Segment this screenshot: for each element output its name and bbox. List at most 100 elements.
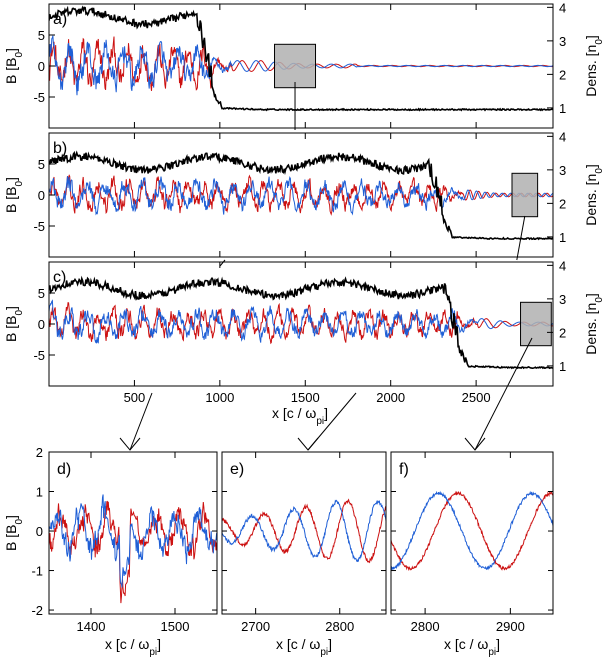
zoom-1-xlabel-main: x [c / ω [105, 636, 149, 652]
panel-1-ylabel-sub: 0 [14, 51, 25, 57]
top-xlabel-end: ] [324, 405, 328, 421]
zoom-1-bx-line [49, 500, 217, 604]
panel-1-y2label: Dens. [n0] [583, 35, 605, 97]
xtick-label: 2000 [376, 390, 405, 405]
panel-2-ytick-label: -5 [33, 219, 45, 234]
arrow-to-d-head [119, 437, 141, 451]
panel-1-ylabel: B [B0] [3, 48, 25, 84]
panel-1-label: a) [53, 11, 67, 28]
panel-2-y2label-sub: 0 [594, 168, 605, 174]
arrow-to-f [474, 337, 533, 451]
zoom-1-label: d) [57, 461, 71, 478]
zoom-3-bx-line [391, 490, 553, 572]
panel-2-zoom-box [511, 172, 539, 218]
panel-1-y2label-sub: 0 [594, 39, 605, 45]
panel-2-label: b) [53, 140, 67, 157]
panel-3-density-line [49, 275, 553, 370]
panel-2-ytick-label: 5 [38, 157, 45, 172]
xtick-label: 1500 [291, 390, 320, 405]
xtick-label: 2500 [462, 390, 491, 405]
zoom-3-xlabel: x [c / ωpi] [444, 636, 500, 657]
zoom-1-xtick-label: 1400 [77, 619, 106, 634]
zoom-1-by-line [49, 494, 217, 588]
zoom-2-xlabel: x [c / ωpi] [276, 636, 332, 657]
panel-2-plot-area [49, 150, 553, 241]
panel-1-ylabel-end: ] [3, 48, 19, 52]
panel-1-y2tick-label: 3 [559, 34, 566, 49]
zoom-f-plot-area [391, 490, 553, 572]
xtick-label: 1000 [205, 390, 234, 405]
panel-1-density-line [49, 5, 553, 112]
panel-2-y2tick-label: 1 [559, 230, 566, 245]
panel-3-label: c) [53, 269, 66, 286]
panel-2-ylabel-end: ] [3, 177, 19, 181]
zoom-1-xtick-label: 1500 [161, 619, 190, 634]
arrow-to-f-head [464, 437, 486, 451]
panel-2-by-line [49, 175, 553, 216]
panel-3-ylabel: B [B0] [3, 306, 25, 342]
zoom-3-label: f) [399, 461, 409, 478]
zoom-3-xlabel-main: x [c / ω [444, 636, 488, 652]
panel-1-y2tick-label: 2 [559, 67, 566, 82]
panel-3-by-line [49, 299, 553, 344]
panel-1-ylabel-main: B [B [3, 57, 19, 83]
panel-3-plot-area [49, 275, 553, 370]
zoom-ytick-label: 0 [36, 524, 43, 539]
zoom-ytick-label: 1 [36, 485, 43, 500]
zoom-2-xtick-label: 2700 [241, 619, 270, 634]
zoom-ylabel-main: B [B [3, 524, 19, 550]
panel-3-y2label-sub: 0 [594, 297, 605, 303]
zoom-ytick-label: -1 [31, 564, 43, 579]
zoom-d-plot-area [49, 494, 217, 604]
zoom-3-xlabel-end: ] [496, 636, 500, 652]
arrow-to-d [129, 392, 153, 451]
panel-3-ylabel-main: B [B [3, 315, 19, 341]
panel-2-y2label-end: ] [583, 164, 599, 168]
zoom-3-xtick-label: 2900 [496, 619, 525, 634]
panel-3-y2tick-label: 2 [559, 325, 566, 340]
zoom-1-xlabel-sub: pi [149, 647, 157, 657]
panel-3-y2tick-label: 1 [559, 359, 566, 374]
zoom-1-xlabel: x [c / ωpi] [105, 636, 161, 657]
panel-1-y2tick-label: 4 [559, 0, 566, 15]
panel-3-y2label-main: Dens. [n [583, 303, 599, 355]
zoom-1-xlabel-end: ] [157, 636, 161, 652]
panel-2-ytick-label: 0 [38, 188, 45, 203]
zoom-3-xlabel-sub: pi [488, 647, 496, 657]
panel-3-y2tick-label: 3 [559, 292, 566, 307]
top-xlabel-main: x [c / ω [272, 405, 316, 421]
xtick-label: 500 [124, 390, 146, 405]
panel-1-y2label-end: ] [583, 35, 599, 39]
arrow-to-e-head [297, 437, 319, 451]
zoom-2-label: e) [230, 461, 244, 478]
zoom-3-by-line [391, 490, 553, 571]
panel-2-y2label-main: Dens. [n [583, 174, 599, 226]
top-xlabel: x [c / ωpi] [272, 405, 328, 427]
panel-1-y2tick-label: 1 [559, 101, 566, 116]
zoom-ylabel-end: ] [3, 515, 19, 519]
top-xlabel-sub: pi [316, 416, 324, 427]
panel-3-ytick-label: 5 [38, 286, 45, 301]
panel-2-ylabel: B [B0] [3, 177, 25, 213]
zoom-2-xlabel-main: x [c / ω [276, 636, 320, 652]
zoom-2-bx-line [222, 498, 386, 564]
panel-3-ylabel-sub: 0 [14, 309, 25, 315]
panel-3-zoom-box [520, 301, 552, 347]
panel-2-y2tick-label: 2 [559, 196, 566, 211]
panel-2-ylabel-main: B [B [3, 186, 19, 212]
panel-3-y2label: Dens. [n0] [583, 293, 605, 355]
zoom-3-frame [390, 451, 554, 615]
panel-1-ytick-label: -5 [33, 90, 45, 105]
zoom-2-frame [221, 451, 387, 615]
panel-2-y2label: Dens. [n0] [583, 164, 605, 226]
zoom-2-xtick-label: 2800 [325, 619, 354, 634]
panel-2-ylabel-sub: 0 [14, 180, 25, 186]
panel-3-y2tick-label: 4 [559, 258, 566, 273]
panel-2-density-line [49, 150, 553, 241]
panel-1-ytick-label: 5 [38, 28, 45, 43]
zoom-2-xlabel-end: ] [328, 636, 332, 652]
connector-b [516, 215, 526, 261]
panel-3-ytick-label: 0 [38, 317, 45, 332]
panel-2-y2tick-label: 4 [559, 129, 566, 144]
panel-1-zoom-box [274, 43, 317, 89]
